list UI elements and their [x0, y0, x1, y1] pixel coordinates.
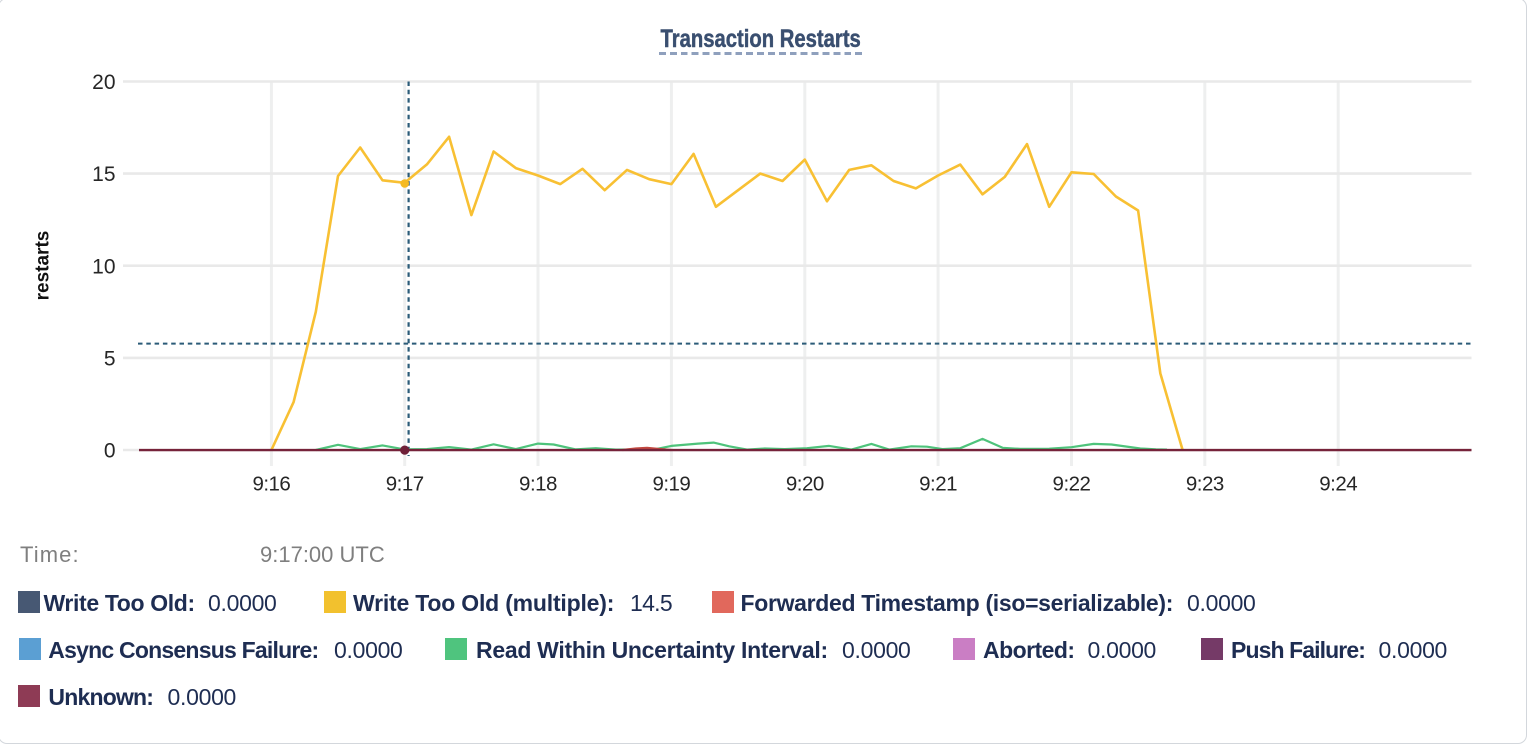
svg-text:0: 0: [104, 440, 116, 463]
svg-text:9:21: 9:21: [919, 472, 957, 495]
svg-text:9:23: 9:23: [1186, 472, 1224, 495]
svg-text:20: 20: [92, 71, 115, 94]
svg-text:9:22: 9:22: [1053, 472, 1091, 495]
svg-text:restarts: restarts: [33, 231, 54, 301]
svg-text:10: 10: [92, 255, 115, 278]
svg-text:9:18: 9:18: [519, 472, 557, 495]
svg-text:15: 15: [92, 163, 115, 186]
svg-text:9:24: 9:24: [1319, 472, 1357, 495]
svg-text:9:20: 9:20: [786, 472, 824, 495]
svg-text:9:16: 9:16: [252, 472, 290, 495]
svg-text:9:17: 9:17: [386, 472, 424, 495]
svg-text:5: 5: [104, 348, 116, 371]
svg-text:9:19: 9:19: [652, 472, 690, 495]
